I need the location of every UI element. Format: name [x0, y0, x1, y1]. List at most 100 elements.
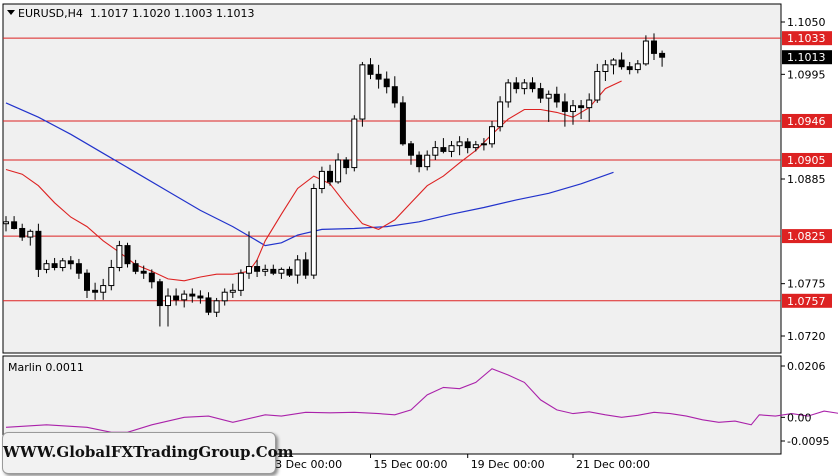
candle — [634, 60, 641, 74]
candle — [173, 288, 180, 306]
candle — [480, 138, 487, 151]
candle — [432, 140, 439, 160]
level-tag-label: 1.0946 — [787, 115, 826, 128]
candle — [294, 255, 301, 284]
candle — [148, 269, 155, 289]
candle — [610, 58, 617, 75]
candle — [92, 282, 99, 300]
candle — [513, 77, 520, 94]
level-tag-label: 1.1033 — [787, 32, 826, 45]
price-plot-area — [2, 3, 782, 354]
candle — [440, 138, 447, 154]
chart-ohlc: 1.1017 1.1020 1.1003 1.1013 — [90, 7, 254, 20]
candle — [545, 90, 552, 122]
oscillator-tick-label: 0.0206 — [787, 360, 826, 373]
candle — [367, 58, 374, 80]
candle — [642, 35, 649, 66]
candle — [84, 269, 90, 298]
candle — [318, 166, 325, 194]
indicator-label: Marlin 0.0011 — [8, 361, 84, 374]
oscillator-tick-label: -0.0095 — [787, 435, 829, 448]
candle — [343, 157, 350, 175]
candle — [416, 151, 423, 173]
candle — [100, 278, 107, 300]
candle — [375, 64, 382, 89]
candle — [570, 100, 576, 125]
candle — [497, 96, 504, 132]
watermark-text: WWW.GlobalFXTradingGroup.Com — [3, 443, 294, 461]
chart-symbol: EURUSD,H4 — [18, 7, 83, 20]
candle — [132, 259, 139, 275]
moving-average — [5, 102, 614, 247]
candle — [408, 140, 414, 165]
candle — [124, 242, 131, 268]
envelope-polyline — [5, 80, 622, 282]
candle — [618, 52, 625, 70]
candle — [229, 283, 236, 298]
candle — [11, 216, 18, 230]
level-tag: 1.0757 — [782, 293, 832, 308]
candle — [156, 278, 163, 327]
candle — [270, 264, 277, 276]
candle — [359, 61, 366, 127]
candle — [189, 288, 196, 303]
candle — [254, 259, 261, 278]
candle — [310, 183, 317, 279]
candle — [561, 93, 568, 127]
price-tick-label: 1.0885 — [787, 173, 826, 186]
candle — [464, 138, 471, 154]
oscillator-tick-label: 0.00 — [787, 411, 812, 424]
candle — [262, 264, 269, 277]
current-price-label: 1.1013 — [787, 51, 826, 64]
horizontal-levels — [3, 37, 781, 302]
level-tag-label: 1.0905 — [787, 154, 826, 167]
level-tag: 1.0946 — [782, 113, 832, 128]
candle — [586, 93, 593, 122]
candle — [553, 86, 560, 108]
candle — [472, 140, 479, 152]
candle — [35, 223, 42, 278]
candle — [181, 290, 188, 308]
oscillator — [5, 368, 838, 433]
candle — [108, 259, 115, 291]
time-axis: 13 Dec 00:00 15 Dec 00:00 19 Dec 00:00 21 D… — [264, 454, 650, 471]
candle — [602, 60, 609, 81]
candle — [626, 61, 633, 75]
candle — [27, 229, 34, 246]
price-tick-label: 1.0995 — [787, 68, 826, 81]
level-tags: 1.1033 1.0946 1.0905 1.0825 1.0757 1.1013 — [782, 31, 832, 308]
time-tick-label: 21 Dec 00:00 — [576, 458, 650, 471]
time-tick-label: 19 Dec 00:00 — [471, 458, 545, 471]
level-tag-label: 1.0825 — [787, 230, 826, 243]
price-axis: 1.1050 1.0995 1.0885 1.0775 1.0720 — [781, 16, 826, 343]
price-tick-label: 1.0720 — [787, 330, 826, 343]
candle — [327, 164, 333, 186]
candle — [578, 100, 585, 120]
candles — [3, 33, 666, 327]
candle — [456, 136, 463, 156]
oscillator-line — [5, 368, 838, 433]
price-tick-label: 1.0775 — [787, 278, 826, 291]
candle — [335, 153, 342, 184]
dropdown-triangle-icon[interactable] — [7, 10, 15, 15]
candle — [489, 120, 495, 148]
candle — [197, 290, 204, 304]
candle — [424, 150, 431, 171]
current-price-tag: 1.1013 — [782, 50, 832, 65]
time-tick-label: 13 Dec 00:00 — [268, 458, 342, 471]
candle — [391, 76, 398, 108]
envelope-line — [5, 80, 622, 282]
watermark-banner: WWW.GlobalFXTradingGroup.Com — [2, 432, 294, 474]
candle — [651, 33, 657, 61]
price-tick-label: 1.1050 — [787, 16, 826, 29]
candle — [278, 267, 285, 279]
candle — [43, 259, 50, 274]
candle — [67, 256, 74, 270]
oscillator-axis: 0.0206 0.00 -0.0095 — [781, 360, 829, 448]
candle — [529, 77, 536, 93]
candle — [246, 231, 252, 279]
level-tag: 1.1033 — [782, 31, 832, 46]
candle — [165, 288, 171, 327]
candle — [19, 223, 26, 241]
